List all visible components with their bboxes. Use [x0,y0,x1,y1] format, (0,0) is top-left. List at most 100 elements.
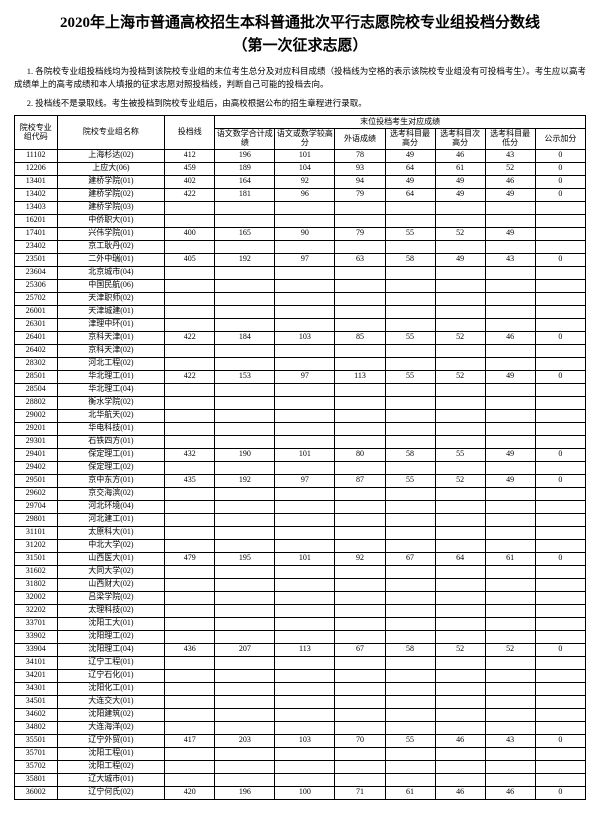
cell-c4: 55 [385,734,435,747]
cell-name: 辽宁何氏(02) [57,786,165,799]
title-line-2: （第一次征求志愿） [14,35,586,58]
cell-name: 建桥学院(02) [57,188,165,201]
cell-c1 [215,539,275,552]
cell-c5 [435,318,485,331]
cell-c5: 52 [435,643,485,656]
cell-c7 [535,227,585,240]
cell-c5 [435,344,485,357]
cell-c2 [275,409,335,422]
cell-c6: 61 [485,552,535,565]
cell-name: 大同大学(02) [57,565,165,578]
cell-name: 辽宁石化(01) [57,669,165,682]
cell-name: 沈阳工程(01) [57,747,165,760]
cell-c6: 43 [485,253,535,266]
cell-c6 [485,656,535,669]
cell-c1 [215,656,275,669]
cell-c4 [385,318,435,331]
table-row: 34802大连海洋(02) [15,721,586,734]
cell-c7 [535,396,585,409]
cell-c2: 90 [275,227,335,240]
cell-c4 [385,357,435,370]
cell-c5: 52 [435,474,485,487]
cell-line [165,578,215,591]
cell-c3 [335,383,385,396]
cell-c1 [215,669,275,682]
note-1: 1. 各院校专业组投档线均为投档到该院校专业组的末位考生总分及对应科目成绩（投档… [14,65,586,91]
cell-c2 [275,461,335,474]
cell-c7 [535,630,585,643]
cell-name: 大连交大(01) [57,695,165,708]
title-line-1: 2020年上海市普通高校招生本科普通批次平行志愿院校专业组投档分数线 [14,12,586,35]
cell-c1: 196 [215,786,275,799]
cell-c1 [215,773,275,786]
cell-line [165,292,215,305]
cell-c6 [485,409,535,422]
cell-c6: 43 [485,734,535,747]
cell-c6: 43 [485,149,535,162]
cell-c4: 55 [385,474,435,487]
cell-code: 29201 [15,422,58,435]
cell-code: 33902 [15,630,58,643]
cell-c7 [535,279,585,292]
cell-c7 [535,344,585,357]
cell-c7 [535,591,585,604]
cell-code: 26402 [15,344,58,357]
th-c3: 外语成绩 [335,129,385,150]
cell-c4 [385,656,435,669]
cell-c2 [275,591,335,604]
cell-c2: 103 [275,331,335,344]
cell-c3 [335,617,385,630]
cell-name: 沈阳建筑(02) [57,708,165,721]
cell-line [165,526,215,539]
cell-code: 31802 [15,578,58,591]
cell-code: 26401 [15,331,58,344]
cell-c4 [385,526,435,539]
cell-line [165,656,215,669]
table-row: 31501山西医大(01)479195101926764610 [15,552,586,565]
cell-line: 400 [165,227,215,240]
cell-c6 [485,513,535,526]
cell-c2 [275,695,335,708]
cell-c3: 71 [335,786,385,799]
cell-c1 [215,591,275,604]
cell-c6: 52 [485,643,535,656]
cell-name: 上应大(06) [57,162,165,175]
cell-line [165,266,215,279]
cell-code: 16201 [15,214,58,227]
cell-c1 [215,435,275,448]
cell-code: 28302 [15,357,58,370]
cell-c4: 64 [385,162,435,175]
cell-line: 405 [165,253,215,266]
score-table: 院校专业组代码 院校专业组名称 投档线 末位投档考生对应成绩 语文数学合计成绩 … [14,115,586,800]
cell-c7: 0 [535,331,585,344]
cell-c5 [435,578,485,591]
cell-c7 [535,305,585,318]
cell-line [165,760,215,773]
cell-c5 [435,214,485,227]
th-c4: 选考科目最高分 [385,129,435,150]
cell-c7: 0 [535,149,585,162]
table-row: 23402京工耿丹(02) [15,240,586,253]
cell-c2 [275,357,335,370]
cell-line [165,396,215,409]
cell-code: 34201 [15,669,58,682]
cell-c1 [215,201,275,214]
table-row: 33902沈阳理工(02) [15,630,586,643]
cell-c6 [485,604,535,617]
table-row: 34602沈阳建筑(02) [15,708,586,721]
cell-c5: 46 [435,149,485,162]
cell-code: 34602 [15,708,58,721]
cell-c3: 92 [335,552,385,565]
cell-line [165,513,215,526]
cell-name: 建桥学院(01) [57,175,165,188]
cell-c2: 97 [275,474,335,487]
cell-c6 [485,435,535,448]
cell-c6 [485,305,535,318]
th-code: 院校专业组代码 [15,116,58,150]
cell-line [165,695,215,708]
cell-c2 [275,201,335,214]
cell-code: 29501 [15,474,58,487]
cell-c5: 49 [435,188,485,201]
cell-name: 辽宁工程(01) [57,656,165,669]
cell-c3 [335,487,385,500]
